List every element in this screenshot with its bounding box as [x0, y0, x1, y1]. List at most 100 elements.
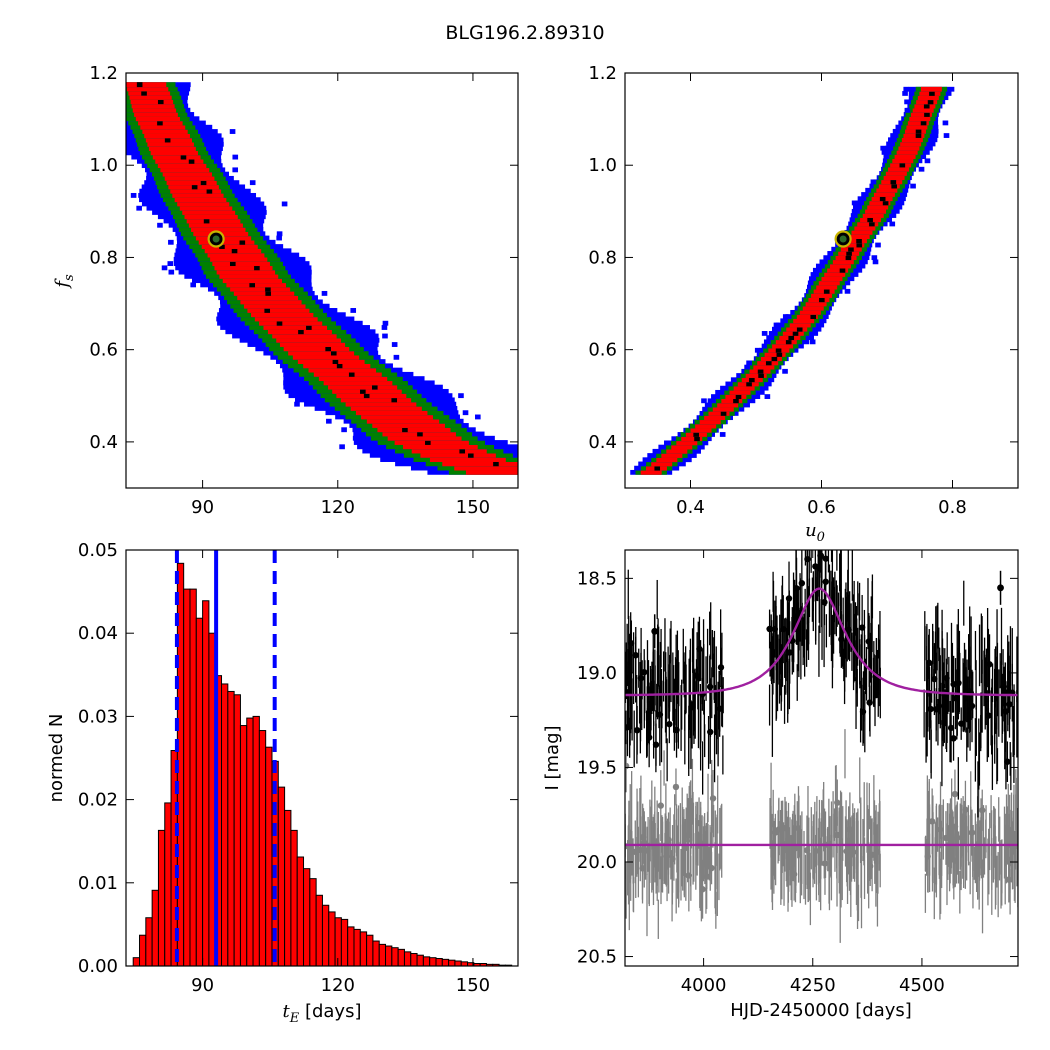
outer-contour-speck — [462, 410, 469, 416]
y-tick-label: 0.6 — [588, 340, 617, 361]
tick-group: 4000 4250 4500 18.5 19.0 19.5 20.0 20.5 — [577, 550, 1018, 996]
inner-contour-cell — [240, 299, 302, 305]
peak-cell — [264, 308, 271, 313]
data-point — [672, 783, 680, 791]
outer-contour-speck — [809, 339, 816, 345]
inner-contour-cell — [666, 448, 688, 454]
data-point — [843, 848, 850, 855]
outer-contour-speck — [130, 192, 137, 198]
data-point — [928, 818, 936, 825]
inner-contour-cell — [148, 146, 196, 151]
y-tick-label: 0.04 — [78, 623, 118, 644]
outer-contour-speck — [381, 325, 388, 330]
outer-contour-speck — [458, 393, 464, 399]
outer-contour-speck — [190, 282, 196, 288]
outer-contour-speck — [475, 414, 481, 420]
inner-contour-cell — [166, 180, 217, 186]
peak-cell — [882, 200, 889, 206]
peak-cell — [325, 346, 331, 352]
inner-contour-cell — [909, 116, 931, 122]
inner-contour-cell — [144, 133, 190, 139]
inner-contour-cell — [888, 166, 909, 172]
y-tick-label: 0.4 — [588, 432, 617, 453]
outer-contour-speck — [341, 427, 347, 433]
inner-contour-cell — [174, 197, 227, 203]
inner-contour-cell — [764, 352, 786, 357]
inner-contour-cell — [910, 112, 932, 117]
peak-cell — [891, 183, 897, 189]
inner-contour-cell — [288, 350, 355, 356]
inner-contour-cell — [130, 99, 174, 105]
histogram-bar — [378, 943, 387, 966]
inner-contour-cell — [212, 261, 270, 267]
inner-contour-cell — [162, 171, 212, 177]
histogram-bar — [448, 959, 456, 966]
inner-contour-cell — [862, 213, 884, 218]
x-axis-label: tE [days] — [283, 1001, 362, 1026]
inner-contour-cell — [188, 222, 243, 228]
inner-contour-cell — [323, 380, 393, 386]
peak-cell — [848, 246, 854, 252]
inner-contour-cell — [873, 192, 895, 197]
x-tick-label: 4250 — [790, 975, 836, 996]
outer-contour-speck — [904, 107, 911, 113]
histogram-bar — [321, 904, 330, 966]
inner-contour-cell — [802, 305, 824, 311]
peak-cell — [693, 432, 699, 437]
histogram-bar — [252, 715, 260, 966]
inner-contour-cell — [851, 229, 873, 235]
peak-cell — [775, 347, 782, 353]
x-tick-label: 150 — [456, 497, 490, 518]
outer-contour-speck — [875, 242, 881, 248]
data-point — [868, 851, 876, 858]
peak-cell — [823, 288, 830, 294]
outer-contour-speck — [782, 368, 788, 374]
histogram-bar — [315, 894, 323, 966]
data-point — [798, 579, 806, 587]
y-tick-label: 0.4 — [89, 432, 118, 453]
inner-contour-cell — [830, 263, 851, 269]
inner-contour-cell — [361, 414, 433, 420]
histogram-bar — [258, 730, 267, 966]
x-tick-label: 4000 — [681, 975, 727, 996]
y-tick-label: 1.2 — [588, 63, 617, 84]
peak-cell — [920, 120, 927, 126]
inner-contour-cell — [276, 337, 342, 343]
inner-contour-cell — [403, 444, 478, 450]
inner-contour-cell — [201, 244, 258, 249]
histogram-bar — [441, 958, 450, 966]
inner-contour-cell — [297, 359, 365, 364]
inner-contour-cell — [454, 465, 518, 471]
outer-contour-speck — [294, 401, 300, 407]
peak-cell — [191, 184, 198, 190]
histogram-bar — [422, 956, 431, 966]
outer-contour-speck — [910, 183, 916, 189]
plot-frame — [125, 72, 519, 489]
inner-contour-cell — [184, 214, 238, 220]
inner-contour-cell — [651, 461, 673, 467]
inner-contour-cell — [279, 342, 346, 347]
inner-contour-cell — [811, 293, 833, 298]
data-point — [926, 659, 933, 667]
outer-contour-speck — [746, 360, 752, 366]
outer-contour-speck — [773, 322, 780, 328]
peak-cell — [180, 154, 187, 160]
data-point — [997, 584, 1004, 592]
histogram-bar — [372, 940, 380, 966]
y-axis-label: normed N — [46, 714, 67, 803]
histogram-bar — [151, 889, 159, 966]
outer-contour-speck — [281, 201, 288, 207]
data-point — [937, 826, 944, 833]
inner-contour-cell — [259, 320, 323, 326]
inner-contour-cell — [170, 188, 222, 194]
inner-contour-cell — [251, 312, 314, 318]
outer-contour-speck — [116, 146, 122, 151]
plot-frame — [624, 549, 1019, 967]
histogram-bar — [145, 917, 153, 966]
peak-cell — [219, 244, 225, 249]
x-tick-label: 0.6 — [807, 497, 836, 518]
inner-contour-cell — [142, 129, 188, 134]
data-point — [1000, 683, 1007, 690]
peak-cell — [746, 381, 752, 387]
